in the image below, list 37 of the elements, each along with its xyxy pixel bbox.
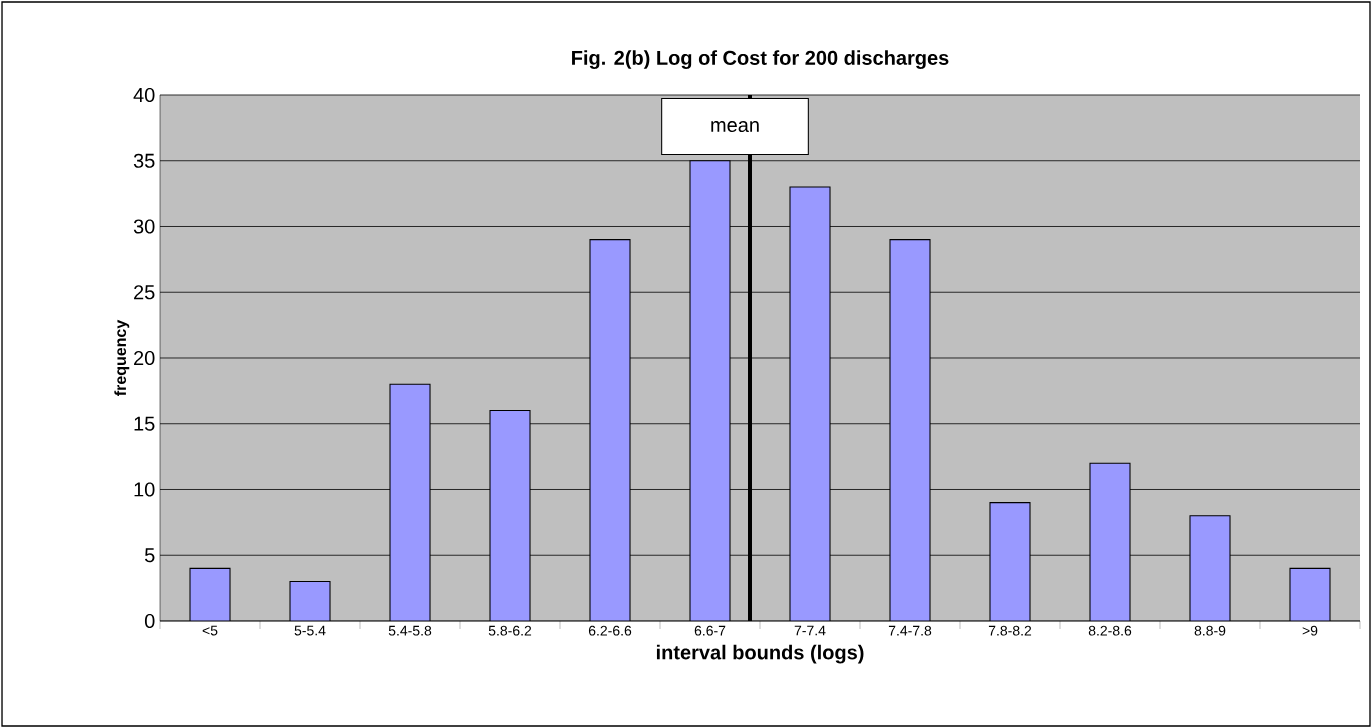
x-tick-label: 6.2-6.6 (588, 625, 632, 636)
y-tick-label: 20 (134, 350, 155, 366)
y-tick-label: 30 (133, 219, 155, 234)
y-tick-label: 5 (144, 548, 155, 563)
bar (689, 160, 731, 621)
bar (889, 239, 931, 621)
bar (1289, 567, 1331, 621)
x-axis-title: interval bounds (logs) (656, 644, 864, 664)
y-axis-title: frequency (114, 319, 130, 396)
bar (289, 581, 331, 621)
y-tick-label: 15 (134, 416, 155, 431)
chart-title: Fig. 2(b) Log of Cost for 200 discharges (572, 50, 949, 69)
ref-line-label: mean (711, 121, 759, 133)
x-tick-label: 7.8-8.2 (988, 625, 1032, 636)
bar (489, 410, 531, 621)
x-tick-label: 7-7.4 (794, 625, 826, 636)
x-tick-label: 8.2-8.6 (1088, 625, 1132, 636)
x-tick-label: 8.8-9 (1194, 625, 1226, 636)
y-tick-label: 25 (134, 285, 155, 300)
y-tick-label: 35 (133, 153, 155, 168)
bar (389, 383, 431, 621)
bar (989, 502, 1031, 621)
bar (789, 186, 831, 621)
y-tick-label: 40 (133, 87, 155, 103)
x-tick-label: 5.8-6.2 (488, 625, 532, 636)
x-tick-label: >9 (1302, 625, 1318, 636)
x-tick-label: 5-5.4 (294, 625, 326, 636)
x-tick-label: 5.4-5.8 (388, 625, 432, 636)
bar (589, 239, 631, 621)
x-tick-label: 6.6-7 (694, 625, 726, 636)
bar (1189, 515, 1231, 621)
bar (189, 567, 231, 621)
x-tick-label: <5 (202, 625, 218, 636)
y-tick-label: 0 (144, 613, 155, 629)
x-tick-label: 7.4-7.8 (888, 625, 932, 636)
y-tick-label: 10 (134, 482, 155, 497)
bar (1089, 462, 1131, 621)
